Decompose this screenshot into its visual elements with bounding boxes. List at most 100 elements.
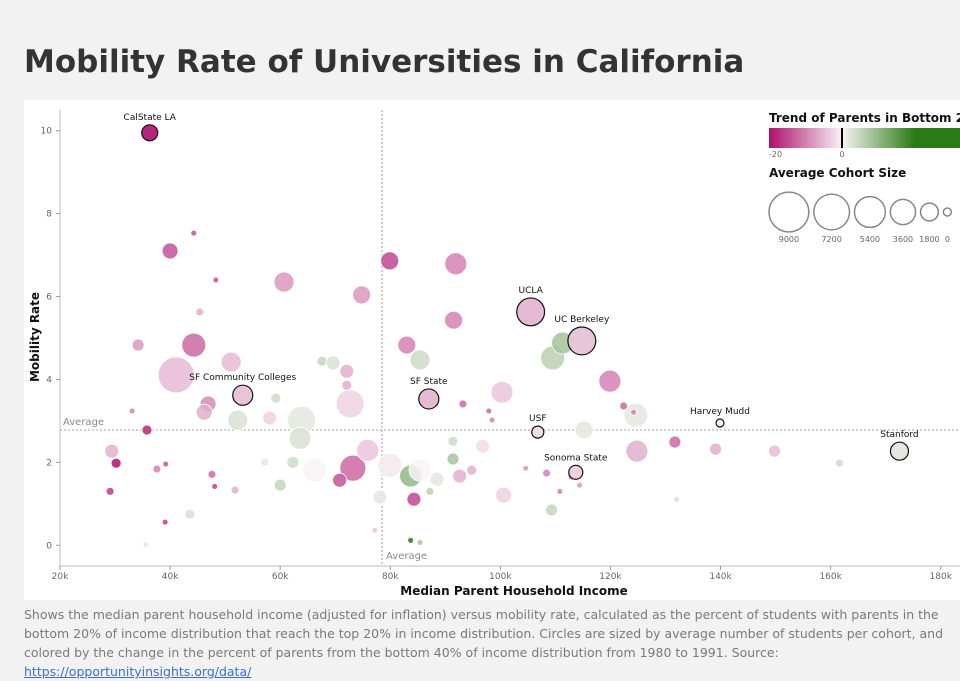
bubble	[152, 464, 162, 474]
size-legend-label: 3600	[893, 235, 913, 244]
bubble	[195, 307, 205, 317]
bubble	[302, 457, 328, 483]
bubble	[485, 407, 493, 415]
bubble	[332, 472, 348, 488]
bubble	[495, 486, 513, 504]
size-legend-label: 0	[945, 235, 950, 244]
bubble	[488, 416, 496, 424]
color-legend-tick: 0	[839, 150, 844, 159]
y-tick-label: 2	[46, 458, 52, 468]
bubble	[630, 408, 637, 416]
bubble	[768, 444, 781, 458]
bubble	[142, 541, 150, 548]
bubble	[288, 426, 312, 450]
bubble	[466, 464, 478, 476]
x-tick-label: 160k	[819, 572, 842, 582]
bubble	[232, 384, 254, 406]
bubble	[190, 229, 198, 237]
bubble	[230, 485, 240, 495]
bubble	[556, 488, 564, 495]
point-label: SF State	[410, 377, 448, 387]
bubble	[407, 536, 415, 544]
bubble	[446, 452, 460, 466]
size-legend-label: 1800	[919, 235, 939, 244]
x-tick-label: 100k	[489, 572, 512, 582]
bubble	[475, 438, 491, 454]
bubble	[889, 441, 910, 461]
bubble	[341, 379, 353, 391]
bubble	[425, 486, 435, 496]
size-legend-label: 5400	[860, 235, 880, 244]
bubble	[619, 401, 629, 411]
y-tick-label: 8	[46, 210, 52, 220]
bubble	[371, 526, 379, 534]
bubble	[273, 271, 295, 293]
bubble	[406, 491, 422, 507]
bubble	[372, 489, 388, 505]
caption-text: Shows the median parent household income…	[24, 607, 944, 660]
bubble	[545, 503, 558, 517]
point-label: CalState LA	[124, 113, 177, 123]
bubble	[625, 439, 649, 463]
bubble	[567, 326, 597, 356]
bubble	[418, 388, 440, 410]
bubble	[227, 409, 249, 431]
bubble	[452, 468, 468, 484]
bubble	[576, 481, 584, 489]
point-label: SF Community Colleges	[189, 373, 296, 383]
bubble	[598, 369, 622, 393]
bubble	[522, 464, 530, 472]
bubble	[673, 495, 680, 503]
bubble	[141, 424, 153, 436]
bubble	[316, 355, 328, 367]
bubble	[568, 464, 584, 480]
x-tick-label: 120k	[599, 572, 622, 582]
bubble	[668, 435, 682, 449]
size-legend-circle	[853, 195, 887, 229]
y-tick-label: 6	[46, 293, 52, 303]
bubble	[429, 471, 445, 487]
bubble	[490, 380, 514, 404]
bubble	[270, 392, 282, 404]
bubble	[110, 457, 122, 469]
point-label: Stanford	[880, 430, 918, 440]
x-tick-label: 40k	[162, 572, 179, 582]
bubble	[352, 285, 372, 305]
bubble	[377, 452, 403, 478]
bubble	[286, 455, 300, 469]
bubble	[397, 335, 417, 355]
size-legend-label: 9000	[779, 235, 799, 244]
bubble	[141, 124, 159, 142]
point-label: Sonoma State	[544, 453, 608, 463]
average-x-label: Average	[386, 551, 427, 562]
point-label: USF	[529, 414, 546, 424]
y-axis-title: Mobility Rate	[28, 292, 42, 382]
bubble	[195, 403, 213, 421]
bubble	[131, 338, 145, 352]
bubble	[262, 410, 278, 426]
y-tick-label: 4	[46, 375, 52, 385]
size-legend-label: 7200	[821, 235, 841, 244]
size-legend-circle	[768, 191, 810, 233]
bubble	[260, 457, 270, 467]
bubble	[835, 458, 844, 468]
bubble	[339, 363, 355, 379]
bubble	[709, 442, 723, 456]
bubble	[458, 399, 468, 409]
chart-panel	[24, 100, 960, 600]
color-legend-bar-extension	[915, 128, 960, 148]
bubble	[181, 332, 207, 358]
source-link[interactable]: https://opportunityinsights.org/data/	[24, 664, 252, 679]
x-tick-label: 20k	[52, 572, 69, 582]
bubble	[207, 470, 217, 479]
point-label: UCLA	[519, 286, 544, 296]
bubble	[380, 251, 400, 271]
bubble	[444, 310, 463, 330]
bubble	[574, 420, 594, 440]
bubble	[184, 508, 196, 520]
bubble	[220, 351, 242, 373]
bubble	[128, 407, 136, 415]
color-legend-tick: -20	[769, 150, 782, 159]
bubble	[104, 443, 120, 459]
size-legend-circle	[889, 198, 917, 226]
